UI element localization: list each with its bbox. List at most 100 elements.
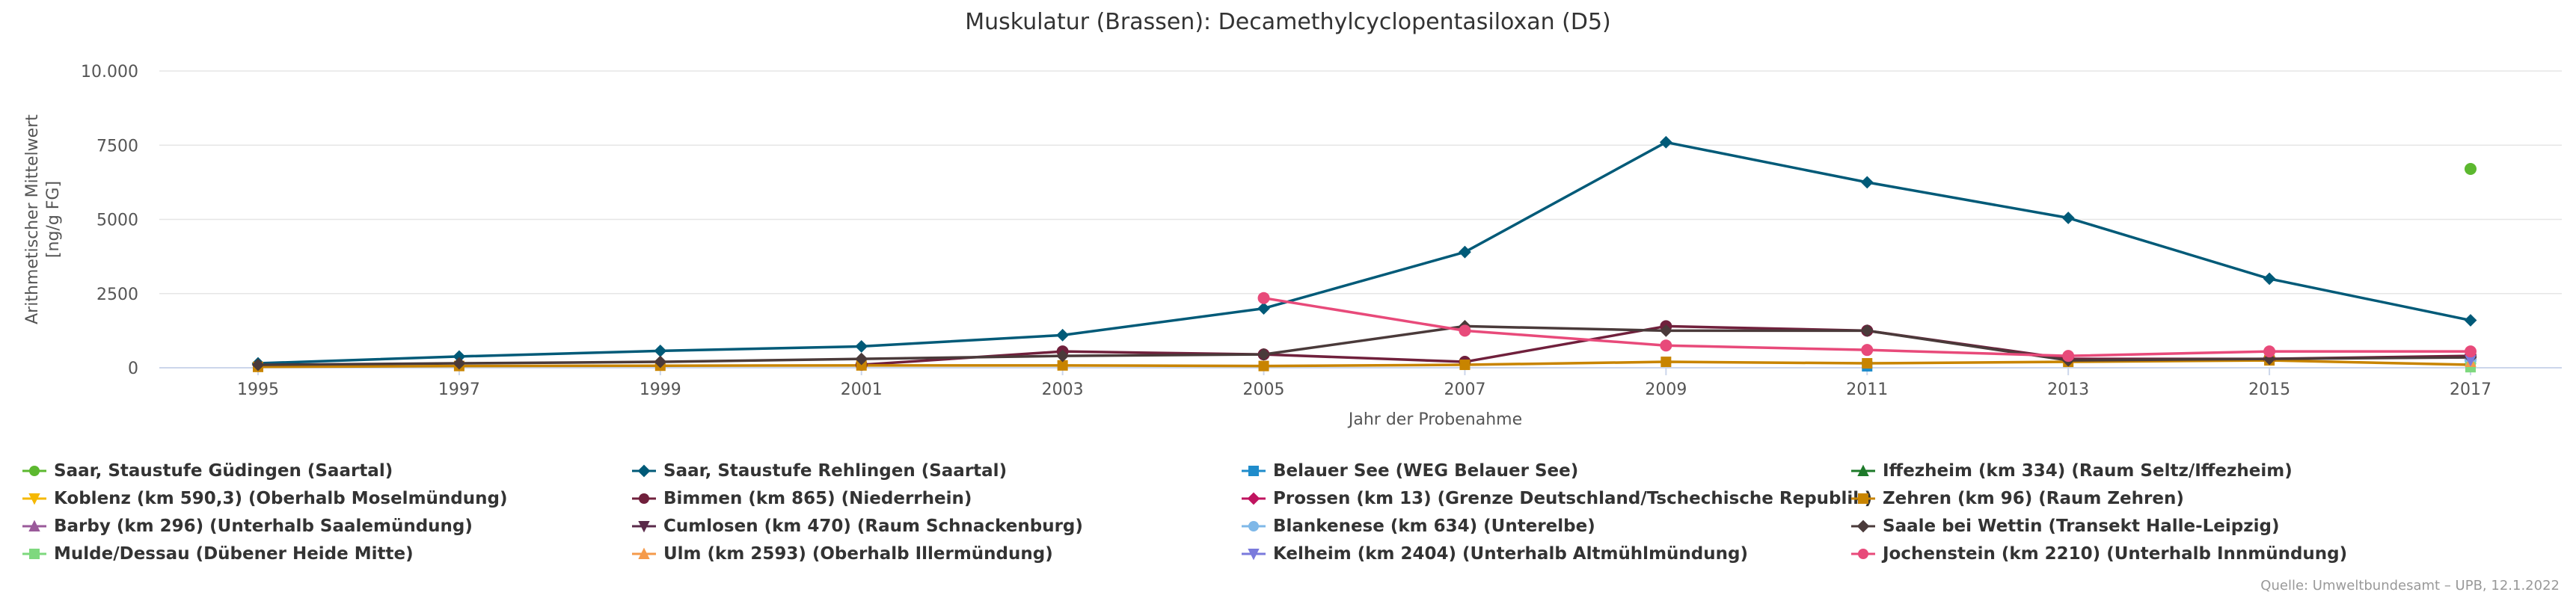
data-point-saar-staustufe-rehlingen-saartal[interactable]: [453, 350, 466, 363]
x-tick-label: 1997: [438, 380, 480, 399]
legend-symbol-icon: [22, 493, 46, 505]
legend-marker-icon: [1858, 548, 1868, 559]
data-point-jochenstein-km-2210-unterhalb-innmundung[interactable]: [2062, 350, 2075, 363]
legend-symbol-icon: [1242, 520, 1266, 531]
legend-marker-icon: [638, 520, 650, 532]
data-point-jochenstein-km-2210-unterhalb-innmundung[interactable]: [1660, 339, 1672, 352]
y-tick-label: 10.000: [81, 63, 138, 81]
legend-item[interactable]: Bimmen (km 865) (Niederrhein): [632, 487, 1242, 509]
data-point-zehren-km-96-raum-zehren[interactable]: [1459, 360, 1471, 371]
data-point-jochenstein-km-2210-unterhalb-innmundung[interactable]: [1257, 292, 1270, 304]
data-point-jochenstein-km-2210-unterhalb-innmundung[interactable]: [2263, 345, 2276, 358]
data-point-kelheim-km-2404-unterhalb-altmuhlmundung[interactable]: [2465, 355, 2477, 367]
data-point-zehren-km-96-raum-zehren[interactable]: [856, 360, 867, 371]
legend-item[interactable]: Prossen (km 13) (Grenze Deutschland/Tsch…: [1242, 487, 1872, 509]
legend-symbol-icon: [1242, 492, 1266, 505]
legend-symbol-icon: [22, 548, 46, 559]
legend-symbol-icon: [1851, 493, 1875, 504]
legend-label: Bimmen (km 865) (Niederrhein): [663, 488, 972, 508]
data-point-zehren-km-96-raum-zehren[interactable]: [1862, 358, 1873, 369]
chart-legend: Saar, Staustufe Güdingen (Saartal) Saar, …: [22, 460, 2551, 564]
legend-label: Ulm (km 2593) (Oberhalb Illermündung): [663, 543, 1053, 564]
data-point-saar-staustufe-rehlingen-saartal[interactable]: [1056, 328, 1070, 342]
legend-marker-icon: [29, 548, 40, 559]
data-point-saar-staustufe-rehlingen-saartal[interactable]: [1659, 135, 1672, 149]
data-point-saar-staustufe-rehlingen-saartal[interactable]: [855, 340, 868, 353]
x-tick-label: 2013: [2047, 380, 2089, 399]
legend-symbol-icon: [22, 520, 46, 531]
data-point-saale-bei-wettin-transekt-halle-leipzig[interactable]: [251, 358, 265, 372]
data-point-saar-staustufe-rehlingen-saartal[interactable]: [1257, 302, 1270, 315]
x-axis-title: Jahr der Probenahme: [1347, 410, 1522, 429]
legend-item[interactable]: Zehren (km 96) (Raum Zehren): [1851, 487, 2461, 509]
legend-item[interactable]: Jochenstein (km 2210) (Unterhalb Innmünd…: [1851, 543, 2461, 564]
legend-label: Cumlosen (km 470) (Raum Schnackenburg): [663, 516, 1083, 536]
legend-symbol-icon: [1242, 465, 1266, 476]
data-point-saale-bei-wettin-transekt-halle-leipzig[interactable]: [1257, 348, 1270, 361]
y-axis-title-line: Arithmetischer Mittelwert: [23, 114, 42, 324]
data-point-zehren-km-96-raum-zehren[interactable]: [1660, 357, 1672, 368]
data-point-saale-bei-wettin-transekt-halle-leipzig[interactable]: [654, 355, 667, 369]
legend-marker-icon: [639, 493, 649, 504]
chart-plot: 0 2500 5000 7500 10.000 1995 1997 1999 2001 2003 2…: [23, 63, 2562, 429]
legend-label: Prossen (km 13) (Grenze Deutschland/Tsch…: [1273, 488, 1873, 508]
legend-symbol-icon: [1851, 520, 1875, 532]
data-point-saale-bei-wettin-transekt-halle-leipzig[interactable]: [1659, 324, 1672, 337]
axes: 0 2500 5000 7500 10.000 1995 1997 1999 2001 2003 2…: [81, 63, 2562, 399]
legend-symbol-icon: [632, 520, 656, 532]
data-point-saar-staustufe-rehlingen-saartal[interactable]: [2061, 212, 2075, 224]
x-tick-label: 2015: [2248, 380, 2290, 399]
legend-label: Saar, Staustufe Rehlingen (Saartal): [663, 460, 1008, 481]
series-lines: [257, 141, 2471, 369]
legend-label: Iffezheim (km 334) (Raum Seltz/Iffezheim…: [1883, 460, 2293, 481]
data-point-zehren-km-96-raum-zehren[interactable]: [1057, 360, 1068, 371]
source-note: Quelle: Umweltbundesamt – UPB, 12.1.2022: [2260, 578, 2560, 594]
gridlines: [159, 70, 2562, 369]
legend-item[interactable]: Saale bei Wettin (Transekt Halle-Leipzig…: [1851, 515, 2461, 537]
x-tick-label: 1995: [237, 380, 279, 399]
data-point-jochenstein-km-2210-unterhalb-innmundung[interactable]: [2465, 345, 2477, 358]
data-point-jochenstein-km-2210-unterhalb-innmundung[interactable]: [1861, 344, 1874, 357]
data-point-saale-bei-wettin-transekt-halle-leipzig[interactable]: [855, 352, 868, 366]
legend-item[interactable]: Kelheim (km 2404) (Unterhalb Altmühlmünd…: [1242, 543, 1851, 564]
legend-symbol-icon: [632, 464, 656, 477]
x-tick-label: 2007: [1444, 380, 1485, 399]
legend-label: Zehren (km 96) (Raum Zehren): [1883, 488, 2184, 508]
legend-item[interactable]: Saar, Staustufe Güdingen (Saartal): [22, 460, 632, 481]
data-point-jochenstein-km-2210-unterhalb-innmundung[interactable]: [1459, 324, 1471, 337]
legend-item[interactable]: Barby (km 296) (Unterhalb Saalemündung): [22, 515, 632, 537]
x-tick-label: 2017: [2450, 380, 2491, 399]
legend-item[interactable]: Cumlosen (km 470) (Raum Schnackenburg): [632, 515, 1242, 537]
data-point-zehren-km-96-raum-zehren[interactable]: [1258, 360, 1269, 372]
data-point-saale-bei-wettin-transekt-halle-leipzig[interactable]: [1056, 349, 1070, 363]
x-tick-label: 2011: [1846, 380, 1888, 399]
data-point-saar-staustufe-rehlingen-saartal[interactable]: [2263, 272, 2276, 286]
legend-item[interactable]: Saar, Staustufe Rehlingen (Saartal): [632, 460, 1242, 481]
legend-item[interactable]: Belauer See (WEG Belauer See): [1242, 460, 1851, 481]
y-tick-label: 0: [128, 360, 138, 378]
legend-marker-icon: [1857, 464, 1869, 476]
legend-item[interactable]: Iffezheim (km 334) (Raum Seltz/Iffezheim…: [1851, 460, 2461, 481]
data-point-saar-staustufe-rehlingen-saartal[interactable]: [654, 344, 667, 357]
data-point-saale-bei-wettin-transekt-halle-leipzig[interactable]: [453, 357, 466, 370]
data-point-saar-staustufe-rehlingen-saartal[interactable]: [1860, 176, 1874, 189]
legend-item[interactable]: Mulde/Dessau (Dübener Heide Mitte): [22, 543, 632, 564]
y-tick-label: 7500: [96, 137, 138, 155]
legend-label: Saar, Staustufe Güdingen (Saartal): [54, 460, 393, 481]
data-point-saar-staustufe-rehlingen-saartal[interactable]: [1459, 245, 1471, 259]
legend-marker-icon: [1248, 520, 1259, 531]
legend-item[interactable]: Ulm (km 2593) (Oberhalb Illermündung): [632, 543, 1242, 564]
legend-item[interactable]: Koblenz (km 590,3) (Oberhalb Moselmündun…: [22, 487, 632, 509]
legend-symbol-icon: [1851, 548, 1875, 559]
legend-marker-icon: [1248, 548, 1260, 560]
legend-label: Koblenz (km 590,3) (Oberhalb Moselmündun…: [54, 488, 508, 508]
x-tick-label: 1999: [640, 380, 681, 399]
legend-symbol-icon: [1242, 548, 1266, 560]
y-tick-label: 2500: [96, 286, 138, 304]
legend-symbol-icon: [22, 465, 46, 476]
series-line-zehren-km-96-raum-zehren: [257, 359, 2471, 369]
data-point-saar-staustufe-gudingen-saartal[interactable]: [2465, 163, 2477, 176]
data-point-saar-staustufe-rehlingen-saartal[interactable]: [2464, 314, 2477, 327]
data-point-saale-bei-wettin-transekt-halle-leipzig[interactable]: [1860, 324, 1874, 337]
legend-item[interactable]: Blankenese (km 634) (Unterelbe): [1242, 515, 1851, 537]
